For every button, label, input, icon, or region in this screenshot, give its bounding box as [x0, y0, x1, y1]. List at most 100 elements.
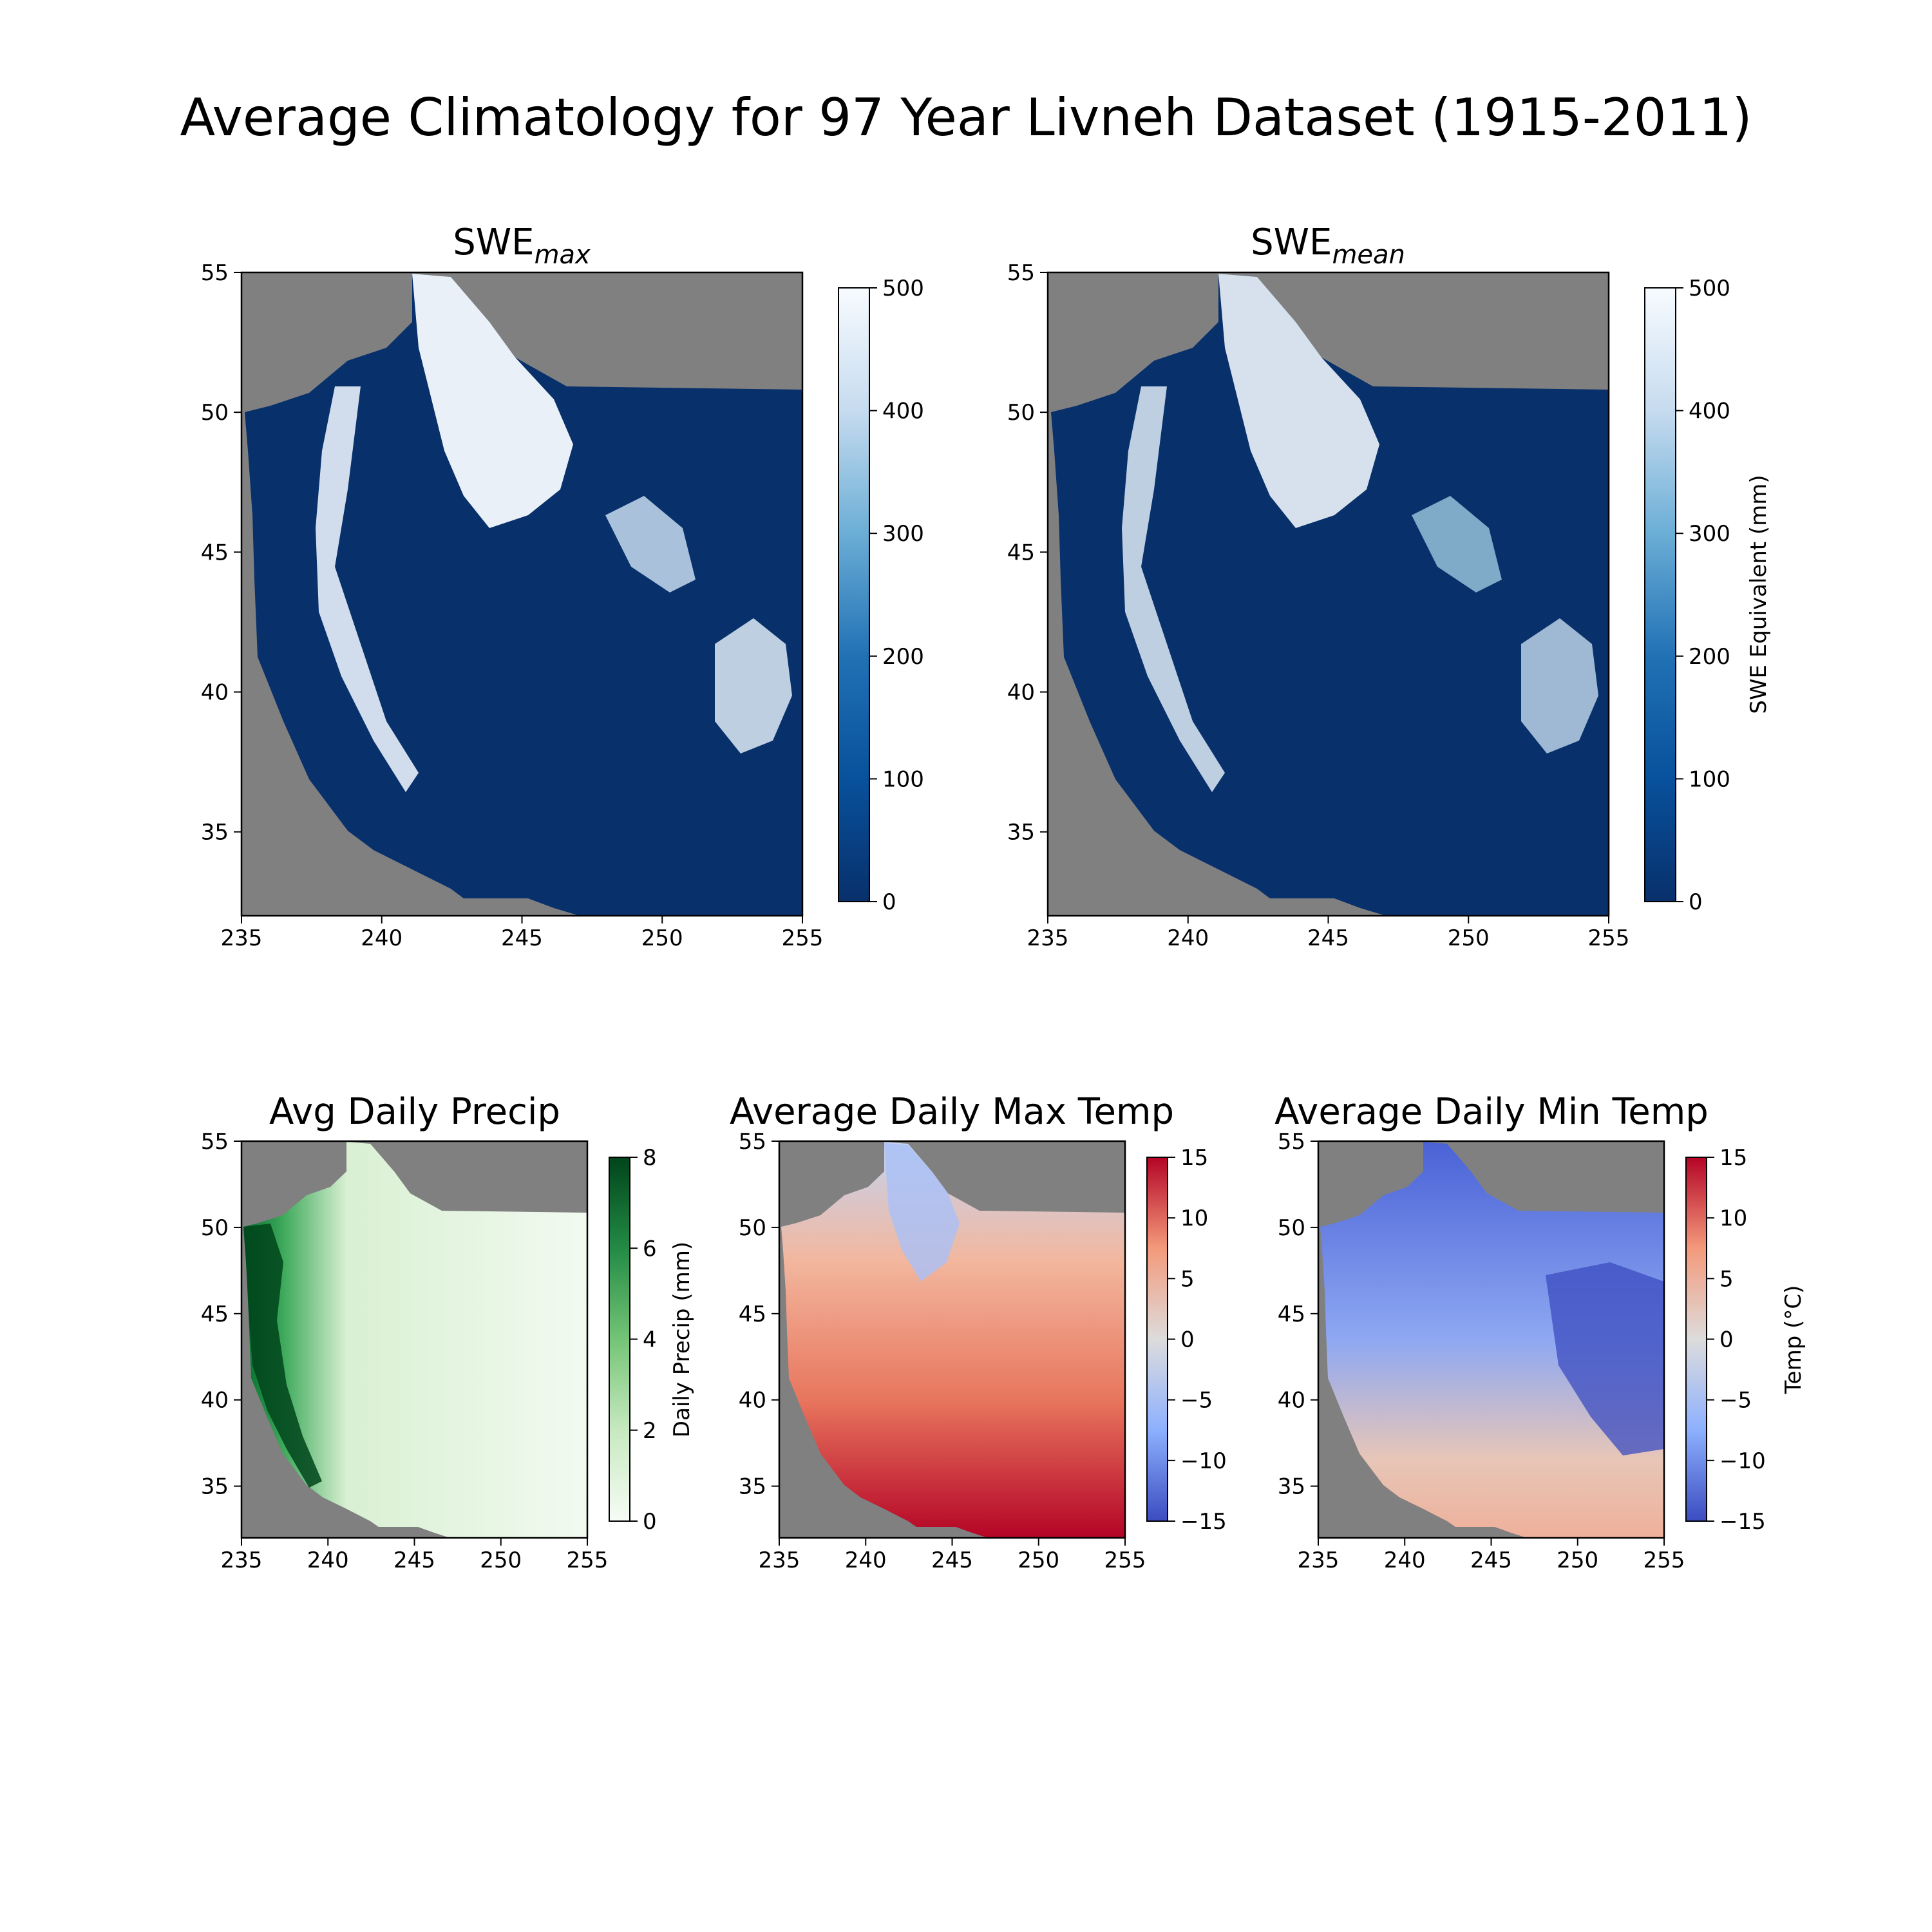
y-tick-label: 50	[201, 400, 229, 426]
colorbar-tick-label: 15	[1180, 1145, 1208, 1171]
colorbar-tick-label: 400	[882, 399, 924, 424]
panel-max-temp: Average Daily Max Temp 235 240 245 250 255 3…	[730, 1091, 1227, 1573]
x-tick-label: 250	[1557, 1548, 1598, 1573]
y-axis: 35 40 45 50 55	[1007, 260, 1048, 846]
colorbar-tick-label: 100	[1689, 766, 1730, 792]
colorbar-tick-label: −15	[1180, 1509, 1227, 1535]
x-tick-label: 235	[759, 1548, 800, 1573]
y-tick-label: 45	[1278, 1302, 1305, 1327]
colorbar-gradient	[609, 1157, 630, 1522]
y-axis: 35 40 45 50 55	[201, 1129, 242, 1500]
x-tick-label: 240	[845, 1548, 887, 1573]
panel-title-sub: max	[535, 240, 591, 270]
map-wet-coast	[243, 1224, 322, 1488]
map-snow-rockies	[412, 274, 573, 528]
y-tick-label: 45	[1007, 540, 1035, 565]
colorbar-tick-label: 5	[1719, 1266, 1734, 1292]
panel-title: Avg Daily Precip	[269, 1091, 560, 1133]
colorbar-tick-label: 500	[1689, 276, 1730, 301]
y-tick-label: 35	[739, 1474, 766, 1500]
colorbar-label: SWE Equivalent (mm)	[1746, 475, 1772, 714]
colorbar-tick-label: 400	[1689, 399, 1730, 424]
colorbar-tick-label: −5	[1719, 1388, 1752, 1414]
y-axis: 35 40 45 50 55	[1278, 1129, 1318, 1500]
x-axis: 235 240 245 250 255	[759, 1538, 1146, 1573]
y-tick-label: 55	[201, 1129, 229, 1155]
colorbar-tick-label: 6	[643, 1236, 657, 1262]
y-tick-label: 50	[1007, 400, 1035, 426]
colorbar-tick-label: 200	[882, 644, 924, 670]
colorbar-tick-label: 500	[882, 276, 924, 301]
x-tick-label: 235	[1027, 925, 1069, 951]
colorbar-tick-label: 300	[1689, 521, 1730, 547]
map-snow-rockies	[1218, 274, 1379, 528]
colorbar-tick-label: −15	[1719, 1509, 1766, 1535]
map-cold-plains	[1546, 1262, 1664, 1455]
y-tick-label: 40	[1278, 1388, 1305, 1414]
y-tick-label: 40	[739, 1388, 766, 1414]
colorbar-tick-label: −10	[1719, 1448, 1766, 1474]
panel-swe-max: SWEmax 235 240 245 250 255 35 40 45 50 55 0 100 20…	[201, 222, 924, 951]
y-tick-label: 45	[201, 1302, 229, 1327]
map-snow-cascades	[316, 386, 419, 792]
x-tick-label: 255	[782, 925, 824, 951]
x-axis: 235 240 245 250 255	[1298, 1538, 1685, 1573]
x-tick-label: 250	[641, 925, 683, 951]
x-tick-label: 240	[1384, 1548, 1426, 1573]
panel-precip: Avg Daily Precip 235 240 245 250 255 3540455…	[201, 1091, 695, 1573]
colorbar: −15 −10 −5 0 5 10 15 Temp (°C)	[1685, 1145, 1806, 1535]
colorbar-tick-label: 5	[1180, 1266, 1195, 1292]
colorbar-gradient	[1146, 1157, 1168, 1522]
x-axis: 235 240 245 250 255	[221, 916, 824, 951]
colorbar-tick-label: 0	[1180, 1327, 1195, 1353]
map-data-field	[1320, 1142, 1664, 1538]
x-tick-label: 250	[480, 1548, 522, 1573]
panel-min-temp: Average Daily Min Temp 235 240 245 250 255 3…	[1274, 1091, 1806, 1573]
colorbar-tick-label: 0	[1689, 889, 1703, 915]
y-tick-label: 40	[1007, 680, 1035, 706]
y-tick-label: 40	[201, 680, 229, 706]
colorbar: 0 100 200 300 400 500 SWE Equivalent (mm)	[1644, 276, 1772, 915]
map-cold-canada	[884, 1143, 960, 1282]
colorbar-tick-label: 0	[643, 1509, 657, 1535]
x-tick-label: 235	[1298, 1548, 1340, 1573]
y-tick-label: 35	[201, 820, 229, 846]
colorbar: 0 2 4 6 8 Daily Precip (mm)	[609, 1145, 695, 1535]
colorbar-tick-label: 10	[1180, 1206, 1208, 1231]
colorbar-tick-label: 300	[882, 521, 924, 547]
x-tick-label: 240	[1167, 925, 1209, 951]
y-tick-label: 35	[1007, 820, 1035, 846]
x-tick-label: 250	[1448, 925, 1490, 951]
map-snow-tetons	[605, 496, 696, 592]
colorbar-tick-label: 0	[1719, 1327, 1734, 1353]
colorbar: 0 100 200 300 400 500	[838, 276, 924, 915]
y-tick-label: 50	[1278, 1215, 1305, 1241]
y-tick-label: 55	[739, 1129, 766, 1155]
y-tick-label: 45	[201, 540, 229, 565]
x-tick-label: 245	[1470, 1548, 1512, 1573]
colorbar-label: Daily Precip (mm)	[669, 1242, 695, 1437]
x-tick-label: 240	[307, 1548, 349, 1573]
x-tick-label: 255	[1588, 925, 1630, 951]
map-data-field	[781, 1142, 1125, 1538]
y-tick-label: 35	[201, 1474, 229, 1500]
x-tick-label: 235	[221, 1548, 263, 1573]
y-tick-label: 35	[1278, 1474, 1305, 1500]
panel-title: SWEmean	[1251, 222, 1405, 270]
panel-title-sub: mean	[1332, 240, 1405, 270]
x-tick-label: 245	[931, 1548, 973, 1573]
map-data-field	[243, 1142, 587, 1538]
y-axis: 35 40 45 50 55	[201, 260, 242, 846]
y-tick-label: 55	[1007, 260, 1035, 286]
colorbar-tick-label: 200	[1689, 644, 1730, 670]
colorbar-tick-label: 8	[643, 1145, 657, 1171]
panel-title: Average Daily Min Temp	[1274, 1091, 1709, 1133]
x-tick-label: 255	[567, 1548, 609, 1573]
colorbar-label: Temp (°C)	[1781, 1285, 1806, 1395]
colorbar-tick-label: 4	[643, 1327, 657, 1353]
x-axis: 235 240 245 250 255	[221, 1538, 609, 1573]
x-tick-label: 250	[1018, 1548, 1059, 1573]
x-tick-label: 245	[393, 1548, 435, 1573]
panel-swe-mean: SWEmean 235 240 245 250 255 35 40 45 50 55 0 100 2…	[1007, 222, 1772, 951]
